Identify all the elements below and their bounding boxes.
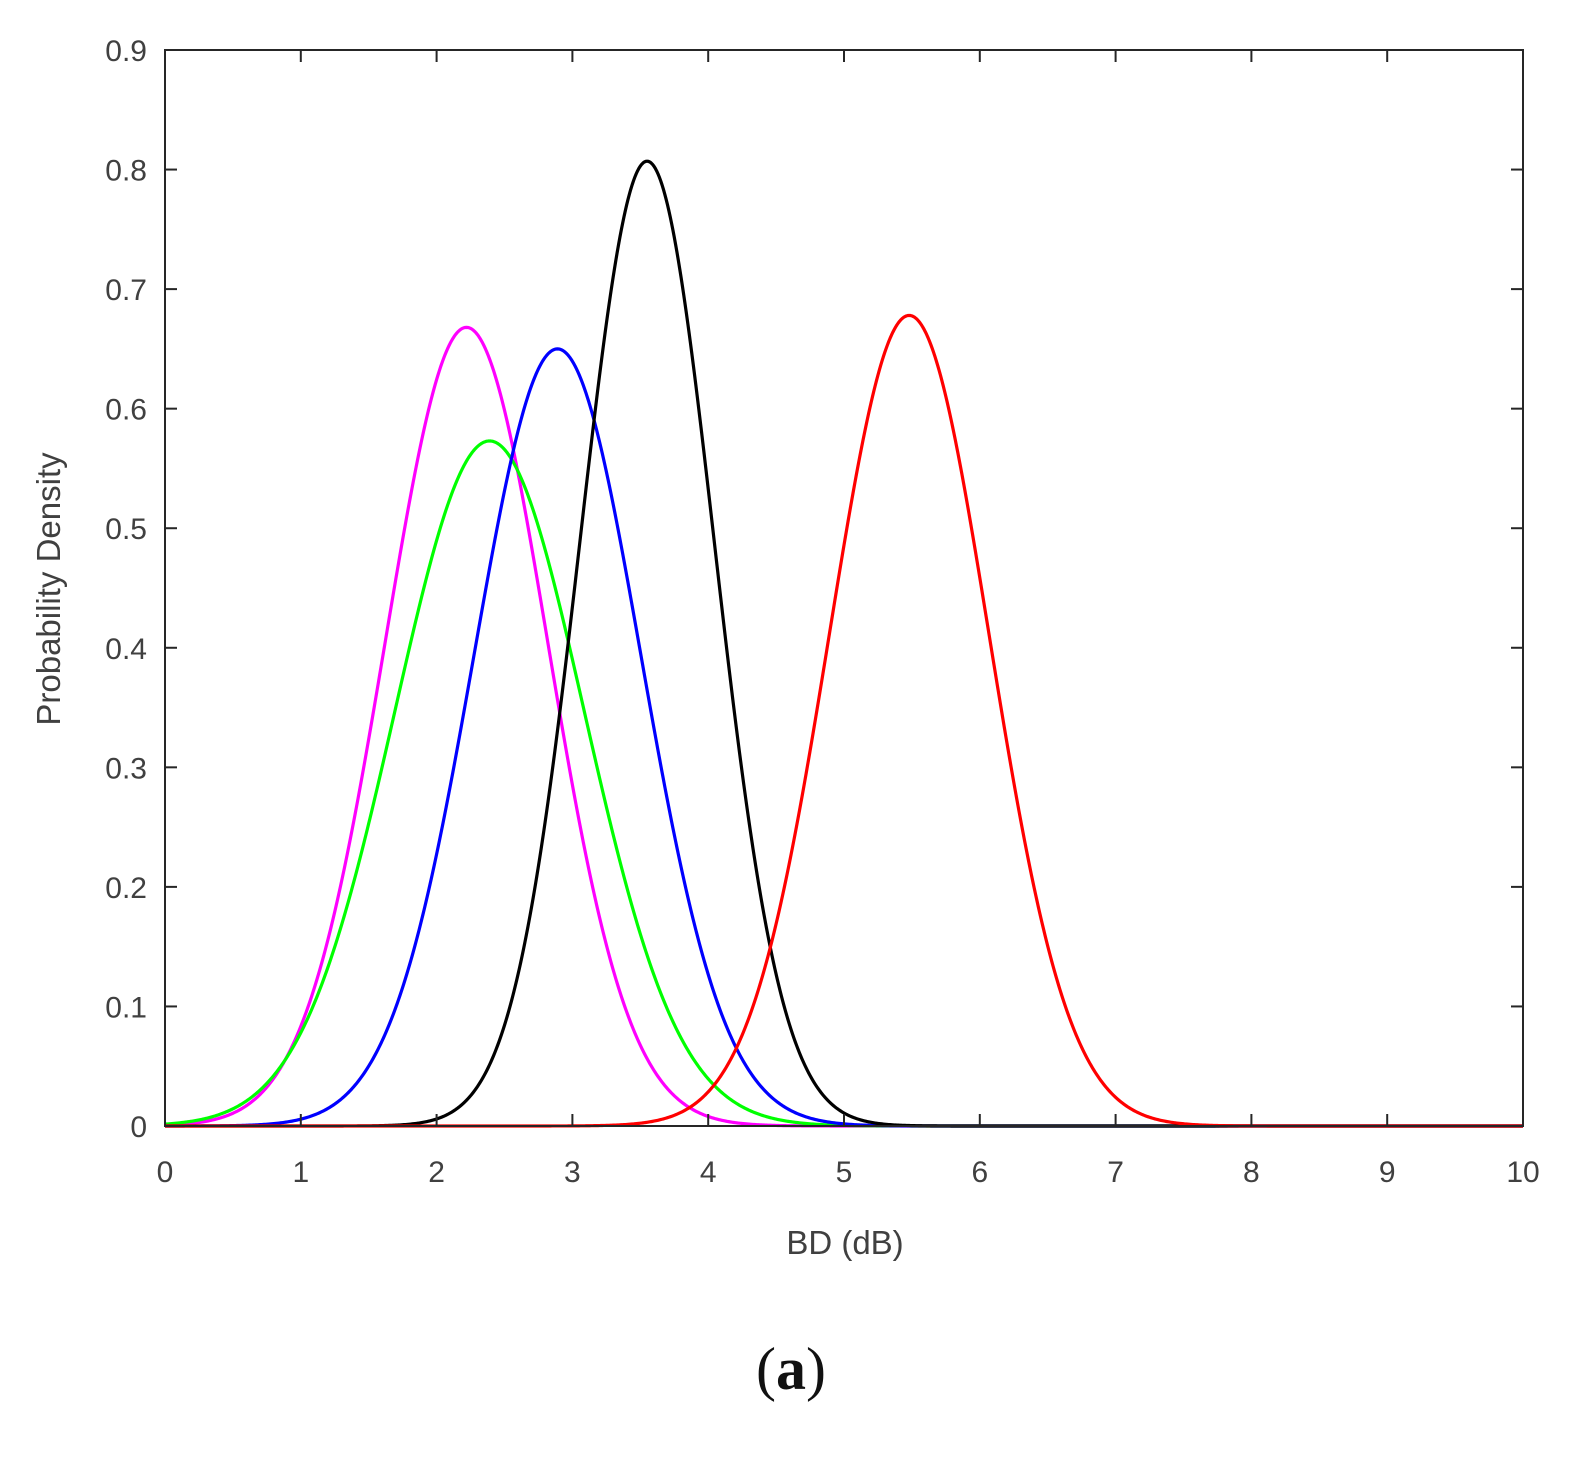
y-tick-label: 0.2 bbox=[105, 872, 147, 905]
panel-label-close: ) bbox=[806, 1336, 826, 1402]
plot-background bbox=[0, 0, 1582, 1330]
y-tick-label: 0.6 bbox=[105, 394, 147, 427]
chart: 0 1 2 3 4 5 6 7 8 9 10 0 0.1 0.2 0.3 0.4 0.5 0.6 0.7 0.8 0.9… bbox=[0, 0, 1582, 1330]
x-tick-label: 9 bbox=[1379, 1156, 1396, 1189]
x-tick-label: 6 bbox=[971, 1156, 988, 1189]
x-axis-label: BD (dB) bbox=[786, 1224, 903, 1261]
x-tick-label: 5 bbox=[836, 1156, 853, 1189]
y-axis-label: Probability Density bbox=[30, 452, 67, 726]
y-tick-label: 0.3 bbox=[105, 752, 147, 785]
x-tick-label: 3 bbox=[564, 1156, 581, 1189]
x-tick-label: 2 bbox=[428, 1156, 445, 1189]
y-tick-label: 0.4 bbox=[105, 633, 147, 666]
y-tick-label: 0.5 bbox=[105, 513, 147, 546]
x-tick-label: 1 bbox=[292, 1156, 309, 1189]
panel-label-open: ( bbox=[756, 1336, 776, 1402]
y-tick-label: 0.9 bbox=[105, 35, 147, 68]
x-tick-label: 0 bbox=[157, 1156, 174, 1189]
axes-group: 0 1 2 3 4 5 6 7 8 9 10 0 0.1 0.2 0.3 0.4 0.5 0.6 0.7 0.8 0.9 bbox=[105, 35, 1539, 1189]
y-tick-label: 0.1 bbox=[105, 991, 147, 1024]
x-tick-label: 4 bbox=[700, 1156, 717, 1189]
x-tick-label: 10 bbox=[1506, 1156, 1539, 1189]
x-tick-label: 7 bbox=[1107, 1156, 1124, 1189]
y-tick-label: 0 bbox=[130, 1111, 147, 1144]
x-tick-label: 8 bbox=[1243, 1156, 1260, 1189]
panel-label: (a) bbox=[0, 1335, 1582, 1404]
y-tick-label: 0.7 bbox=[105, 274, 147, 307]
y-tick-label: 0.8 bbox=[105, 155, 147, 188]
panel-label-letter: a bbox=[776, 1336, 806, 1402]
